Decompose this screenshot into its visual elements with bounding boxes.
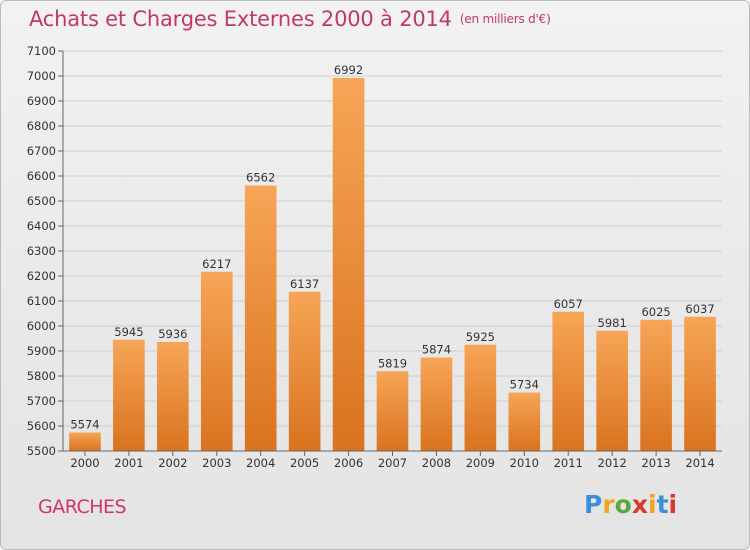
x-tick-label: 2011	[554, 456, 583, 470]
y-tick-label: 6200	[27, 269, 56, 283]
x-tick-label: 2001	[114, 456, 143, 470]
x-tick-label: 2005	[290, 456, 319, 470]
bar-2001	[113, 339, 145, 451]
bar-2009	[464, 344, 497, 451]
y-tick-label: 6300	[27, 244, 56, 258]
bar-2004	[244, 185, 277, 451]
x-tick-label: 2000	[70, 456, 99, 470]
chart-subtitle: (en milliers d'€)	[459, 12, 551, 26]
bar-2008	[420, 357, 453, 451]
data-label-2014: 6037	[685, 302, 714, 316]
x-tick-label: 2009	[466, 456, 495, 470]
data-labels: 5574 5945 5936 6217 6562 6137 6992 5819 5874 5925…	[70, 63, 714, 432]
data-label-2009: 5925	[466, 330, 495, 344]
bar-2005	[288, 291, 321, 451]
x-tick-label: 2012	[598, 456, 627, 470]
data-label-2005: 6137	[290, 277, 319, 291]
logo-letter: P	[584, 490, 603, 519]
x-tick-label: 2007	[378, 456, 407, 470]
y-tick-label: 5700	[27, 394, 56, 408]
data-label-2008: 5874	[422, 343, 451, 357]
x-tick-label: 2002	[158, 456, 187, 470]
data-label-2002: 5936	[158, 327, 187, 341]
y-tick-label: 6900	[27, 94, 56, 108]
bar-2013	[640, 319, 672, 451]
x-tick-label: 2014	[685, 456, 714, 470]
bar-2011	[552, 311, 585, 451]
logo-letter: i	[668, 490, 678, 519]
y-tick-label: 6700	[27, 144, 56, 158]
y-tick-label: 6000	[27, 319, 56, 333]
logo-letter: x	[631, 490, 648, 519]
x-axis-tick-labels: 2000 2001 2002 2003 2004 2005 2006 2007 2008 2009…	[70, 451, 715, 470]
chart-title-text: Achats et Charges Externes 2000 à 2014	[29, 7, 452, 31]
y-tick-label: 6800	[27, 119, 56, 133]
logo-letter: i	[648, 490, 657, 519]
y-tick-label: 5600	[27, 419, 56, 433]
bars	[69, 78, 716, 451]
y-tick-label: 5900	[27, 344, 56, 358]
data-label-2010: 5734	[510, 378, 539, 392]
x-tick-label: 2013	[641, 456, 670, 470]
x-tick-label: 2006	[334, 456, 363, 470]
bar-2000	[69, 432, 101, 451]
data-label-2013: 6025	[641, 305, 670, 319]
x-tick-label: 2010	[510, 456, 539, 470]
bar-2006	[332, 78, 365, 451]
data-label-2000: 5574	[70, 418, 99, 432]
logo-letter: o	[614, 490, 632, 519]
y-tick-label: 7100	[27, 44, 56, 58]
data-label-2004: 6562	[246, 171, 275, 185]
x-tick-label: 2004	[246, 456, 275, 470]
data-label-2007: 5819	[378, 356, 407, 370]
bar-2012	[596, 330, 628, 451]
x-tick-label: 2008	[422, 456, 451, 470]
bar-2007	[376, 371, 409, 451]
data-label-2011: 6057	[554, 297, 583, 311]
commune-name: GARCHES	[38, 496, 127, 518]
y-tick-label: 5800	[27, 369, 56, 383]
axes	[62, 51, 722, 452]
data-label-2006: 6992	[334, 63, 363, 77]
y-tick-label: 6100	[27, 294, 56, 308]
logo-letter: t	[656, 490, 669, 519]
logo-letter: r	[602, 490, 615, 519]
y-tick-label: 5500	[27, 444, 56, 458]
y-tick-label: 6400	[27, 219, 56, 233]
data-label-2001: 5945	[114, 325, 143, 339]
proxiti-logo: Proxiti	[584, 490, 677, 519]
y-tick-label: 6500	[27, 194, 56, 208]
y-tick-label: 6600	[27, 169, 56, 183]
bar-2010	[508, 392, 541, 451]
bar-2002	[157, 342, 189, 451]
y-axis-tick-labels: 5500 5600 5700 5800 5900 6000 6100 6200 6300 6400…	[27, 44, 56, 458]
y-tick-label: 7000	[27, 69, 56, 83]
bar-2014	[684, 316, 716, 451]
data-label-2003: 6217	[202, 257, 231, 271]
chart-title: Achats et Charges Externes 2000 à 2014 (e…	[29, 7, 551, 31]
bar-2003	[200, 271, 233, 451]
data-label-2012: 5981	[598, 316, 627, 330]
x-tick-label: 2003	[202, 456, 231, 470]
